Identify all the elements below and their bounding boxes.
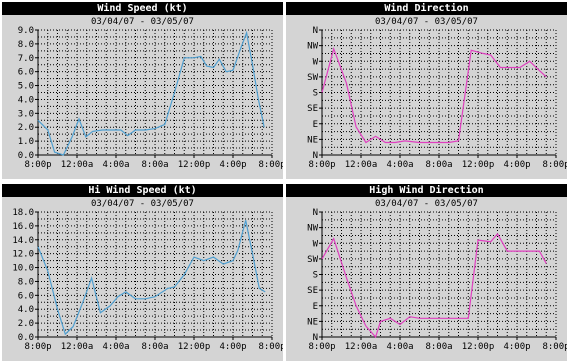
y-tick-label: NW bbox=[307, 42, 318, 52]
chart-subtitle: 03/04/07 - 03/05/07 bbox=[375, 17, 478, 27]
y-tick-label: NE bbox=[307, 135, 318, 145]
hi-wind-speed-chart: 18.016.014.012.010.08.06.04.02.00.08:00p… bbox=[12, 208, 283, 352]
y-tick-label: N bbox=[313, 26, 318, 36]
chart-title: Hi Wind Speed (kt) bbox=[2, 184, 283, 197]
x-tick-label: 4:00a bbox=[102, 160, 129, 170]
y-tick-label: 8.0 bbox=[18, 40, 34, 50]
y-tick-label: 4.0 bbox=[18, 305, 34, 315]
wind-speed-chart: 9.08.07.06.05.04.03.02.01.00.08:00p 12:00… bbox=[18, 26, 283, 170]
chart-title: High Wind Direction bbox=[286, 184, 567, 197]
series-line bbox=[321, 46, 547, 144]
x-tick-label: 4:00a bbox=[386, 160, 413, 170]
x-tick-label: 12:00a bbox=[345, 160, 378, 170]
y-tick-label: 1.0 bbox=[18, 137, 34, 147]
x-tick-label: 12:00a bbox=[61, 160, 94, 170]
y-tick-label: 2.0 bbox=[18, 123, 34, 133]
y-tick-label: N bbox=[313, 333, 318, 343]
y-tick-label: W bbox=[313, 57, 319, 67]
y-tick-label: 9.0 bbox=[18, 26, 34, 36]
y-tick-label: 3.0 bbox=[18, 109, 34, 119]
x-tick-label: 8:00p bbox=[542, 342, 567, 352]
x-tick-label: 8:00p bbox=[24, 342, 51, 352]
chart-subtitle: 03/04/07 - 03/05/07 bbox=[91, 17, 194, 27]
y-tick-label: 12.0 bbox=[12, 250, 34, 260]
x-tick-label: 8:00a bbox=[425, 160, 452, 170]
series-line bbox=[37, 220, 266, 336]
y-tick-label: 18.0 bbox=[12, 208, 34, 218]
high-wind-direction-panel: High Wind Direction 03/04/07 - 03/05/07 … bbox=[286, 184, 567, 361]
y-tick-label: E bbox=[313, 120, 318, 130]
x-tick-label: 12:00p bbox=[462, 342, 495, 352]
y-tick-label: NE bbox=[307, 317, 318, 327]
y-tick-label: W bbox=[313, 239, 319, 249]
x-tick-label: 8:00p bbox=[258, 160, 283, 170]
x-tick-label: 8:00a bbox=[141, 160, 168, 170]
y-tick-label: 14.0 bbox=[12, 236, 34, 246]
x-tick-label: 8:00p bbox=[308, 160, 335, 170]
y-tick-label: E bbox=[313, 302, 318, 312]
x-tick-label: 4:00p bbox=[503, 160, 530, 170]
y-tick-label: 2.0 bbox=[18, 319, 34, 329]
x-tick-label: 12:00p bbox=[178, 160, 211, 170]
y-tick-label: 0.0 bbox=[18, 333, 34, 343]
y-tick-label: N bbox=[313, 151, 318, 161]
x-tick-label: 4:00p bbox=[219, 160, 246, 170]
x-tick-label: 8:00p bbox=[542, 160, 567, 170]
y-tick-label: SE bbox=[307, 104, 318, 114]
y-tick-label: S bbox=[313, 89, 318, 99]
y-tick-label: 6.0 bbox=[18, 291, 34, 301]
x-tick-label: 4:00a bbox=[102, 342, 129, 352]
x-tick-label: 8:00p bbox=[258, 342, 283, 352]
y-tick-label: S bbox=[313, 271, 318, 281]
y-tick-label: N bbox=[313, 208, 318, 218]
x-tick-label: 4:00a bbox=[386, 342, 413, 352]
x-tick-label: 4:00p bbox=[503, 342, 530, 352]
x-tick-label: 8:00a bbox=[425, 342, 452, 352]
x-tick-label: 8:00p bbox=[308, 342, 335, 352]
y-tick-label: SW bbox=[307, 73, 318, 83]
y-tick-label: 7.0 bbox=[18, 54, 34, 64]
x-tick-label: 12:00p bbox=[462, 160, 495, 170]
chart-subtitle: 03/04/07 - 03/05/07 bbox=[91, 199, 194, 209]
y-tick-label: 16.0 bbox=[12, 222, 34, 232]
series-line bbox=[37, 30, 265, 156]
x-tick-label: 8:00a bbox=[141, 342, 168, 352]
chart-title: Wind Direction bbox=[286, 2, 567, 15]
x-tick-label: 8:00p bbox=[24, 160, 51, 170]
y-tick-label: 8.0 bbox=[18, 277, 34, 287]
x-tick-label: 12:00a bbox=[61, 342, 94, 352]
y-tick-label: SW bbox=[307, 255, 318, 265]
y-tick-label: 10.0 bbox=[12, 264, 34, 274]
y-tick-label: 6.0 bbox=[18, 68, 34, 78]
y-tick-label: 0.0 bbox=[18, 151, 34, 161]
series-line bbox=[321, 232, 547, 339]
y-tick-label: NW bbox=[307, 224, 318, 234]
y-tick-label: 4.0 bbox=[18, 95, 34, 105]
y-tick-label: 5.0 bbox=[18, 82, 34, 92]
wind-speed-panel: Wind Speed (kt) 03/04/07 - 03/05/07 9.0 8… bbox=[2, 2, 283, 179]
hi-wind-speed-panel: Hi Wind Speed (kt) 03/04/07 - 03/05/07 1… bbox=[2, 184, 283, 361]
x-tick-label: 12:00a bbox=[345, 342, 378, 352]
chart-title: Wind Speed (kt) bbox=[2, 2, 283, 15]
y-tick-label: SE bbox=[307, 286, 318, 296]
x-tick-label: 4:00p bbox=[219, 342, 246, 352]
wind-direction-panel: Wind Direction 03/04/07 - 03/05/07 N NW W S… bbox=[286, 2, 567, 179]
x-tick-label: 12:00p bbox=[178, 342, 211, 352]
chart-subtitle: 03/04/07 - 03/05/07 bbox=[375, 199, 478, 209]
